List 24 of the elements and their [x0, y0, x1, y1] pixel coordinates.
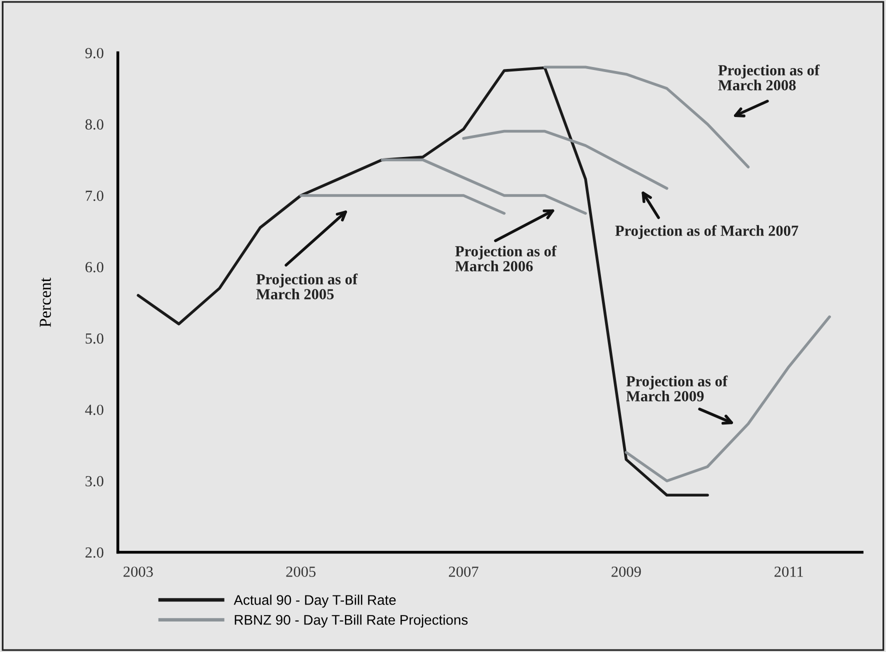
x-tick-label: 2003	[124, 566, 153, 577]
y-tick-label: 6.0	[86, 262, 104, 272]
y-tick-label: 9.0	[85, 48, 104, 58]
y-tick-label: 4.0	[85, 404, 104, 416]
y-axis-title: Percent	[40, 278, 51, 328]
legend-label: RBNZ 90 - Day T-Bill Rate Projections	[234, 614, 468, 628]
annotation: Projection as of March 2006	[455, 246, 557, 272]
annotation: Projection as of March 2009	[626, 376, 728, 402]
y-tick-label: 3.0	[86, 476, 104, 486]
line-series	[624, 315, 831, 482]
legend-label: Actual 90 - Day T-Bill Rate	[234, 594, 396, 608]
y-tick-label: 5.0	[86, 333, 104, 344]
line-series	[380, 158, 587, 215]
x-tick-label: 2007	[448, 566, 478, 577]
annotation: Projection as of March 2007	[615, 224, 798, 240]
x-tick-label: 2011	[774, 566, 803, 577]
y-tick-label: 7.0	[86, 190, 104, 202]
annotation: Projection as of March 2008	[718, 64, 820, 90]
x-tick-label: 2009	[612, 566, 641, 577]
annotation: Projection as of March 2005	[256, 274, 358, 300]
x-tick-label: 2005	[286, 566, 316, 577]
line-series	[462, 130, 668, 190]
y-tick-label: 2.0	[86, 547, 104, 558]
y-tick-label: 8.0	[85, 119, 104, 130]
